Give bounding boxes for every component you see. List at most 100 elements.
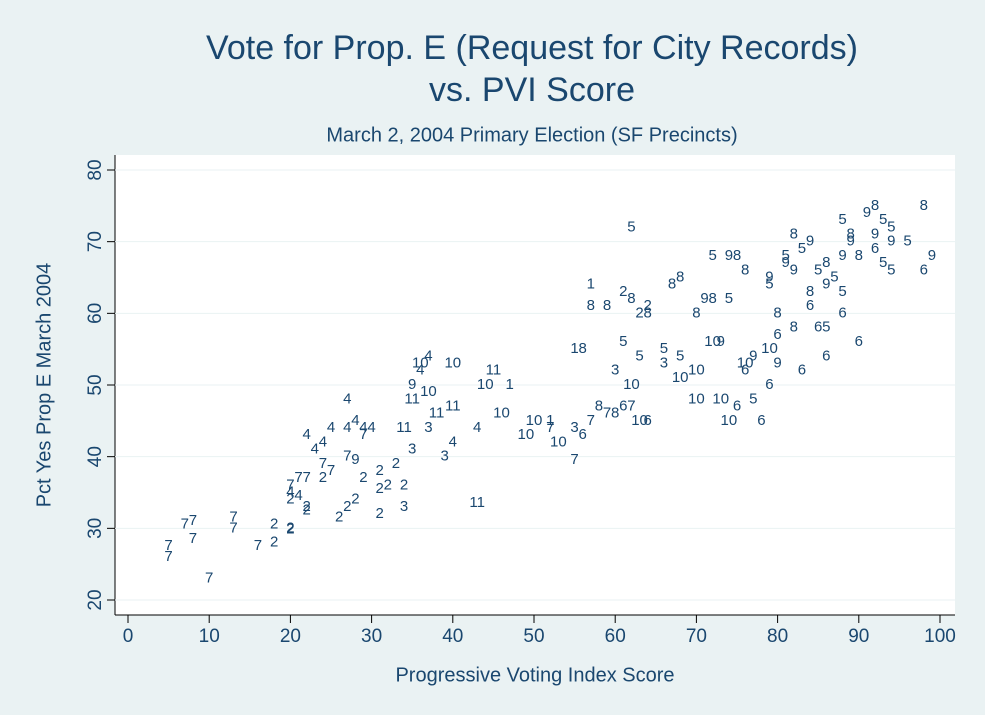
point-label: 7 bbox=[546, 419, 554, 436]
point-label: 9 bbox=[871, 225, 879, 242]
y-tick-label: 30 bbox=[85, 518, 106, 539]
point-label: 2 bbox=[286, 491, 294, 508]
point-label: 10 bbox=[712, 390, 729, 407]
point-label: 10 bbox=[737, 354, 754, 371]
point-label: 10 bbox=[631, 412, 648, 429]
y-tick-label: 70 bbox=[85, 231, 106, 252]
point-label: 5 bbox=[838, 211, 846, 228]
point-label: 5 bbox=[798, 240, 806, 257]
point-label: 7 bbox=[205, 569, 213, 586]
point-label: 9 bbox=[765, 268, 773, 285]
point-label: 2 bbox=[270, 534, 278, 551]
point-label: 10 bbox=[477, 376, 494, 393]
point-label: 4 bbox=[311, 440, 319, 457]
point-label: 8 bbox=[847, 225, 855, 242]
point-label: 4 bbox=[343, 419, 351, 436]
point-label: 10 bbox=[444, 354, 461, 371]
point-label: 5 bbox=[830, 268, 838, 285]
chart-title: vs. PVI Score bbox=[429, 71, 635, 109]
point-label: 4 bbox=[319, 433, 327, 450]
point-label: 5 bbox=[887, 218, 895, 235]
x-tick-label: 10 bbox=[199, 626, 220, 647]
point-label: 10 bbox=[493, 405, 510, 422]
point-label: 8 bbox=[822, 254, 830, 271]
point-label: 3 bbox=[570, 419, 578, 436]
point-label: 5 bbox=[708, 247, 716, 264]
point-label: 5 bbox=[879, 211, 887, 228]
point-label: 10 bbox=[518, 426, 535, 443]
point-label: 6 bbox=[798, 362, 806, 379]
y-tick-label: 20 bbox=[85, 589, 106, 610]
x-tick-label: 90 bbox=[848, 626, 869, 647]
point-label: 2 bbox=[286, 519, 294, 536]
point-label: 10 bbox=[623, 376, 640, 393]
point-label: 7 bbox=[319, 455, 327, 472]
point-label: 9 bbox=[863, 204, 871, 221]
point-label: 2 bbox=[376, 505, 384, 522]
point-label: 9 bbox=[822, 276, 830, 293]
point-label: 5 bbox=[765, 276, 773, 293]
point-label: 8 bbox=[733, 247, 741, 264]
point-label: 7 bbox=[302, 469, 310, 486]
point-label: 8 bbox=[627, 290, 635, 307]
point-label: 3 bbox=[441, 448, 449, 465]
point-label: 7 bbox=[189, 530, 197, 547]
point-label: 7 bbox=[570, 451, 578, 468]
point-label: 5 bbox=[619, 333, 627, 350]
point-label: 2 bbox=[335, 509, 343, 526]
point-label: 2 bbox=[635, 304, 643, 321]
point-label: 8 bbox=[644, 304, 652, 321]
point-label: 9 bbox=[928, 247, 936, 264]
point-label: 4 bbox=[294, 487, 302, 504]
point-label: 7 bbox=[164, 548, 172, 565]
x-tick-label: 40 bbox=[442, 626, 463, 647]
point-label: 6 bbox=[765, 376, 773, 393]
point-label: 6 bbox=[619, 397, 627, 414]
point-label: 9 bbox=[790, 261, 798, 278]
point-label: 6 bbox=[733, 397, 741, 414]
point-label: 8 bbox=[741, 261, 749, 278]
point-label: 4 bbox=[359, 419, 367, 436]
point-label: 9 bbox=[725, 247, 733, 264]
point-label: 7 bbox=[229, 509, 237, 526]
point-label: 5 bbox=[879, 254, 887, 271]
point-label: 9 bbox=[782, 254, 790, 271]
point-label: 2 bbox=[351, 491, 359, 508]
point-label: 2 bbox=[644, 297, 652, 314]
point-label: 5 bbox=[660, 340, 668, 357]
point-label: 4 bbox=[416, 362, 424, 379]
x-tick-label: 20 bbox=[280, 626, 301, 647]
point-label: 6 bbox=[871, 240, 879, 257]
point-label: 10 bbox=[412, 354, 429, 371]
point-label: 10 bbox=[420, 383, 437, 400]
chart-subtitle: March 2, 2004 Primary Election (SF Preci… bbox=[326, 124, 737, 146]
point-label: 4 bbox=[351, 412, 359, 429]
x-tick-label: 50 bbox=[523, 626, 544, 647]
point-label: 7 bbox=[286, 476, 294, 493]
point-label: 9 bbox=[717, 333, 725, 350]
point-label: 3 bbox=[424, 419, 432, 436]
point-label: 8 bbox=[871, 197, 879, 214]
point-label: 5 bbox=[749, 390, 757, 407]
point-label: 8 bbox=[790, 225, 798, 242]
point-label: 7 bbox=[181, 516, 189, 533]
point-label: 2 bbox=[343, 498, 351, 515]
point-label: 6 bbox=[920, 261, 928, 278]
point-label: 7 bbox=[229, 519, 237, 536]
point-label: 2 bbox=[392, 455, 400, 472]
point-label: 7 bbox=[603, 405, 611, 422]
point-label: 8 bbox=[806, 283, 814, 300]
point-label: 8 bbox=[855, 247, 863, 264]
point-label: 5 bbox=[635, 347, 643, 364]
point-label: 10 bbox=[526, 412, 543, 429]
point-label: 5 bbox=[814, 261, 822, 278]
point-label: 11 bbox=[486, 362, 502, 379]
point-label: 6 bbox=[806, 297, 814, 314]
point-label: 9 bbox=[838, 247, 846, 264]
point-label: 5 bbox=[725, 290, 733, 307]
point-label: 4 bbox=[327, 419, 335, 436]
point-label: 8 bbox=[587, 297, 595, 314]
point-label: 9 bbox=[351, 451, 359, 468]
point-label: 4 bbox=[367, 419, 375, 436]
